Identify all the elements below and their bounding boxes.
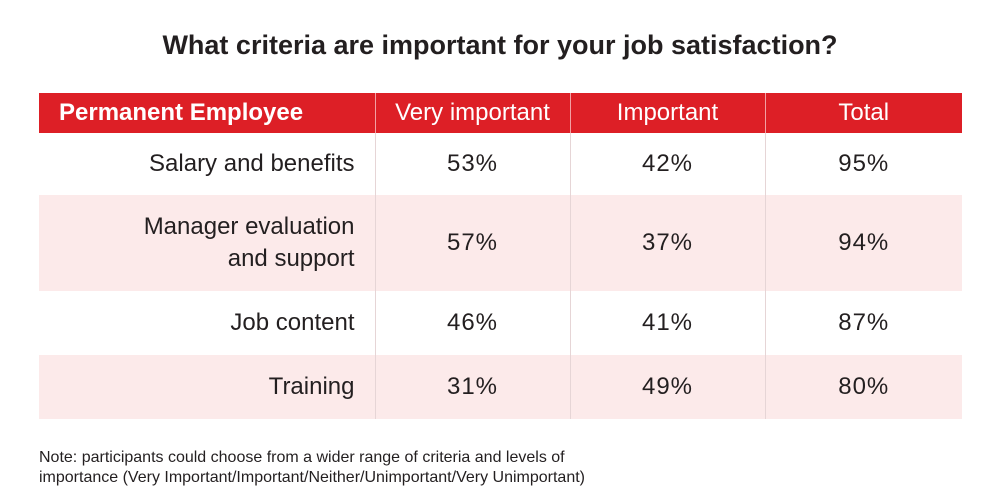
header-permanent-employee: Permanent Employee xyxy=(59,99,304,126)
row-label: Manager evaluation and support xyxy=(39,195,375,291)
chart-title: What criteria are important for your job… xyxy=(162,30,838,60)
row-label: Salary and benefits xyxy=(39,133,375,195)
row-label-line: Manager evaluation xyxy=(143,213,355,240)
cell-very-important: 31% xyxy=(374,355,570,419)
cell-total: 95% xyxy=(764,133,962,195)
header-very-important: Very important xyxy=(374,93,570,133)
row-label: Job content xyxy=(39,291,375,355)
row-label-line: and support xyxy=(227,245,355,272)
header-total: Total xyxy=(764,93,962,133)
cell-important: 37% xyxy=(569,195,765,291)
table-header-row: Permanent Employee Very important Import… xyxy=(39,93,962,133)
cell-total: 94% xyxy=(764,195,962,291)
cell-total: 80% xyxy=(764,355,962,419)
row-label-line: Job content xyxy=(230,309,355,336)
cell-important: 41% xyxy=(569,291,765,355)
footnote-line: Note: participants could choose from a w… xyxy=(39,449,565,466)
row-label: Training xyxy=(39,355,375,419)
row-label-line: Salary and benefits xyxy=(149,150,355,177)
cell-very-important: 46% xyxy=(374,291,570,355)
cell-very-important: 57% xyxy=(374,195,570,291)
table-row: Salary and benefits 53% 42% 95% xyxy=(39,133,962,195)
cell-total: 87% xyxy=(764,291,962,355)
footnote: Note: participants could choose from a w… xyxy=(39,448,939,488)
cell-important: 49% xyxy=(569,355,765,419)
table-row: Manager evaluation and support 57% 37% 9… xyxy=(39,195,962,291)
header-important: Important xyxy=(569,93,765,133)
footnote-line: importance (Very Important/Important/Nei… xyxy=(39,469,585,486)
row-label-line: Training xyxy=(268,373,355,400)
table-row: Training 31% 49% 80% xyxy=(39,355,962,419)
cell-very-important: 53% xyxy=(374,133,570,195)
criteria-table: Permanent Employee Very important Import… xyxy=(39,93,962,419)
table-row: Job content 46% 41% 87% xyxy=(39,291,962,355)
cell-important: 42% xyxy=(569,133,765,195)
